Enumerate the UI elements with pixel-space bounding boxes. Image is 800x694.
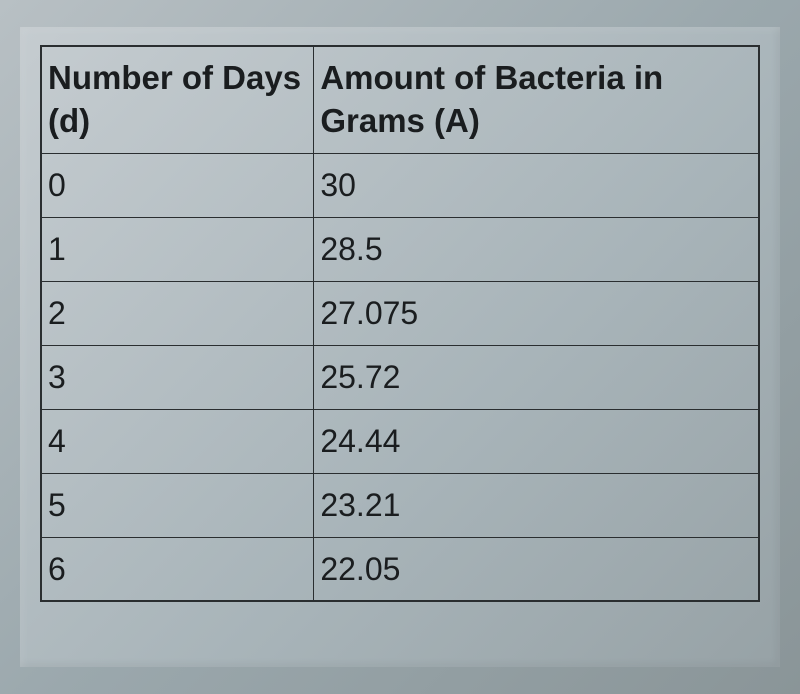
table-row: 4 24.44 (41, 409, 759, 473)
cell-amount: 28.5 (314, 217, 759, 281)
cell-amount: 25.72 (314, 345, 759, 409)
table-row: 0 30 (41, 153, 759, 217)
bacteria-table: Number of Days (d) Amount of Bacteria in… (40, 45, 760, 602)
cell-days: 2 (41, 281, 314, 345)
cell-amount: 30 (314, 153, 759, 217)
table-row: 5 23.21 (41, 473, 759, 537)
table-row: 1 28.5 (41, 217, 759, 281)
column-header-days: Number of Days (d) (41, 46, 314, 153)
table-row: 6 22.05 (41, 537, 759, 601)
cell-days: 5 (41, 473, 314, 537)
cell-amount: 24.44 (314, 409, 759, 473)
cell-amount: 23.21 (314, 473, 759, 537)
cell-days: 6 (41, 537, 314, 601)
column-header-amount: Amount of Bacteria in Grams (A) (314, 46, 759, 153)
table-row: 3 25.72 (41, 345, 759, 409)
table-header-row: Number of Days (d) Amount of Bacteria in… (41, 46, 759, 153)
cell-amount: 22.05 (314, 537, 759, 601)
cell-amount: 27.075 (314, 281, 759, 345)
cell-days: 3 (41, 345, 314, 409)
cell-days: 1 (41, 217, 314, 281)
cell-days: 0 (41, 153, 314, 217)
cell-days: 4 (41, 409, 314, 473)
paper-background: Number of Days (d) Amount of Bacteria in… (20, 27, 780, 667)
table-row: 2 27.075 (41, 281, 759, 345)
